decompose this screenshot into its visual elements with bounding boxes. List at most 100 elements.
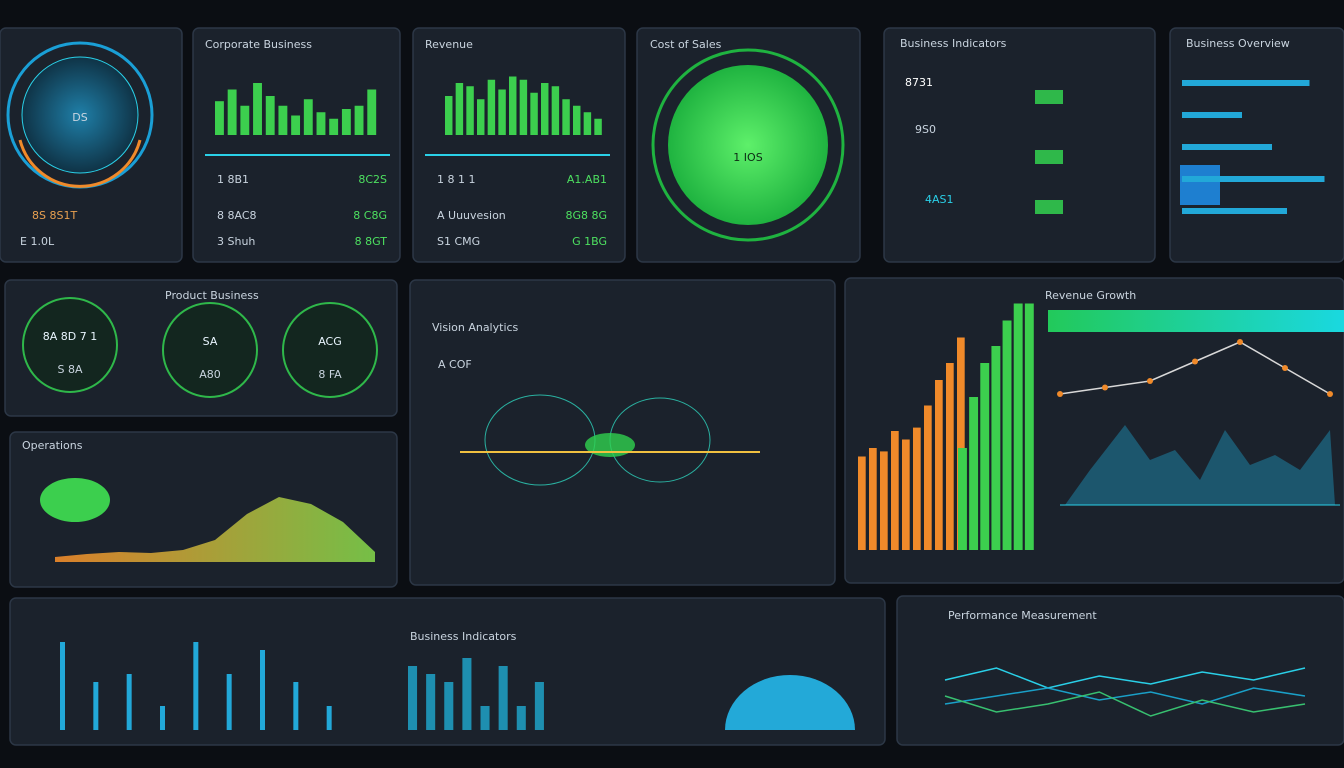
bar — [445, 96, 453, 135]
label: 8 8GT — [355, 235, 388, 248]
kpi-circle — [22, 297, 118, 393]
bar — [193, 642, 199, 730]
bar — [480, 706, 490, 730]
label: Revenue — [425, 38, 473, 51]
bar — [946, 363, 954, 550]
panel — [883, 27, 1156, 263]
mountain — [1065, 425, 1335, 505]
bar — [408, 666, 418, 730]
dot — [1237, 339, 1243, 345]
gauge-core — [21, 56, 139, 174]
label: Cost of Sales — [650, 38, 722, 51]
label: ACG — [318, 335, 342, 348]
label: 4AS1 — [925, 193, 954, 206]
bar — [880, 451, 888, 550]
label: 3 Shuh — [217, 235, 255, 248]
bar — [902, 439, 910, 550]
bar — [260, 650, 265, 730]
radial-ring — [651, 48, 845, 242]
bar — [60, 642, 65, 730]
progress-bar — [1182, 112, 1242, 118]
panel — [192, 27, 401, 263]
label: 9S0 — [915, 123, 936, 136]
label: Vision Analytics — [432, 321, 519, 334]
label: A COF — [438, 358, 472, 371]
kpi-circle — [162, 302, 258, 398]
bar — [253, 83, 262, 135]
bar — [354, 105, 364, 135]
bar — [562, 99, 570, 135]
label: 8731 — [905, 76, 933, 89]
bar — [957, 337, 965, 550]
chip — [1035, 150, 1063, 164]
bar — [278, 105, 288, 135]
dot — [1327, 391, 1333, 397]
label: Product Business — [165, 289, 259, 302]
progress-bar — [1182, 144, 1272, 150]
perf-line — [944, 687, 1306, 705]
label: DS — [72, 111, 87, 124]
bar — [1013, 303, 1023, 550]
label: G 1BG — [572, 235, 607, 248]
bar — [980, 363, 990, 550]
bar — [303, 99, 313, 135]
bar — [1002, 320, 1012, 550]
bar — [215, 101, 224, 135]
panel — [409, 279, 836, 586]
bar — [93, 682, 99, 730]
half-disc — [725, 675, 855, 730]
label: S 8A — [57, 363, 82, 376]
bar — [477, 99, 485, 135]
bar — [551, 86, 560, 135]
bar — [858, 456, 866, 550]
bar — [329, 118, 339, 135]
bar — [913, 427, 921, 550]
dot — [1192, 358, 1198, 365]
wire-glow — [585, 433, 635, 457]
kpi-circle — [282, 302, 378, 398]
chip — [1035, 200, 1063, 214]
blob — [40, 478, 110, 522]
label: Business Indicators — [900, 37, 1007, 50]
bar — [935, 380, 943, 550]
bar — [466, 86, 474, 135]
bar — [594, 118, 602, 135]
progress-bar — [1182, 208, 1287, 214]
bar — [573, 105, 581, 135]
bar — [265, 96, 275, 135]
bar — [991, 346, 1001, 550]
bar — [126, 674, 132, 730]
label: A Uuuvesion — [437, 209, 506, 222]
progress-bar — [1182, 80, 1310, 86]
bar — [444, 682, 454, 730]
label: 8 C8G — [353, 209, 387, 222]
bar — [341, 109, 351, 135]
label: SA — [203, 335, 218, 348]
bar — [516, 706, 526, 730]
bar — [519, 79, 528, 135]
bar — [160, 706, 165, 730]
label: 8 8AC8 — [217, 209, 257, 222]
label: 8A 8D 7 1 — [43, 330, 97, 343]
perf-line — [944, 667, 1306, 689]
bar — [291, 115, 301, 135]
label: 1 8 1 1 — [437, 173, 475, 186]
bar — [869, 448, 877, 550]
block — [1180, 165, 1220, 205]
label: 1 8B1 — [217, 173, 249, 186]
label: A80 — [199, 368, 221, 381]
dot — [1147, 378, 1153, 384]
bar — [426, 674, 436, 730]
bar — [367, 89, 377, 135]
bar — [534, 682, 544, 730]
bar — [530, 92, 538, 135]
bar — [958, 448, 967, 550]
progress-bar — [1182, 176, 1325, 182]
perf-line — [944, 691, 1306, 717]
bar — [316, 112, 326, 135]
bar — [293, 682, 299, 730]
label: Revenue Growth — [1045, 289, 1136, 302]
label: Operations — [22, 439, 83, 452]
bar — [541, 83, 549, 135]
